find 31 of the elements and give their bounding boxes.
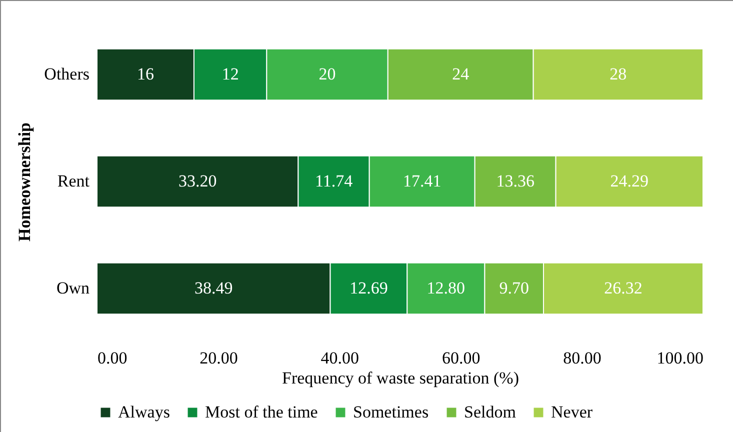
data-label: 38.49 bbox=[194, 278, 233, 298]
x-tick-label: 60.00 bbox=[442, 348, 480, 368]
data-label: 9.70 bbox=[499, 278, 529, 298]
y-tick-label: Rent bbox=[57, 172, 90, 190]
data-label: 13.36 bbox=[496, 172, 534, 190]
legend-label: Most of the time bbox=[205, 402, 318, 422]
data-label: 28 bbox=[610, 64, 627, 84]
data-label: 33.20 bbox=[178, 172, 217, 190]
data-label: 26.32 bbox=[604, 278, 642, 298]
legend-label: Sometimes bbox=[353, 402, 429, 422]
y-axis-title: Homeownership bbox=[15, 122, 34, 242]
x-axis-title: Frequency of waste separation (%) bbox=[282, 368, 519, 388]
x-tick-label: 20.00 bbox=[200, 348, 238, 368]
data-label: 12.80 bbox=[426, 278, 466, 298]
data-label: 11.74 bbox=[314, 172, 354, 190]
data-label: 12 bbox=[222, 64, 239, 84]
data-label: 24 bbox=[452, 64, 470, 84]
data-label: 20 bbox=[318, 64, 336, 84]
x-tick-label: 40.00 bbox=[320, 348, 360, 368]
data-label: 12.69 bbox=[350, 278, 388, 298]
x-tick-label: 0.00 bbox=[98, 348, 128, 368]
x-tick-label: 100.00 bbox=[656, 348, 704, 368]
legend-label: Never bbox=[551, 402, 593, 422]
data-label: 16 bbox=[136, 64, 154, 84]
legend-label: Seldom bbox=[464, 402, 516, 422]
data-label: 24.29 bbox=[610, 172, 649, 190]
y-tick-label: Others bbox=[44, 64, 90, 84]
legend-label: Always bbox=[118, 402, 170, 422]
y-tick-label: Own bbox=[56, 278, 90, 298]
data-label: 17.41 bbox=[402, 172, 442, 190]
x-tick-label: 80.00 bbox=[563, 348, 602, 368]
